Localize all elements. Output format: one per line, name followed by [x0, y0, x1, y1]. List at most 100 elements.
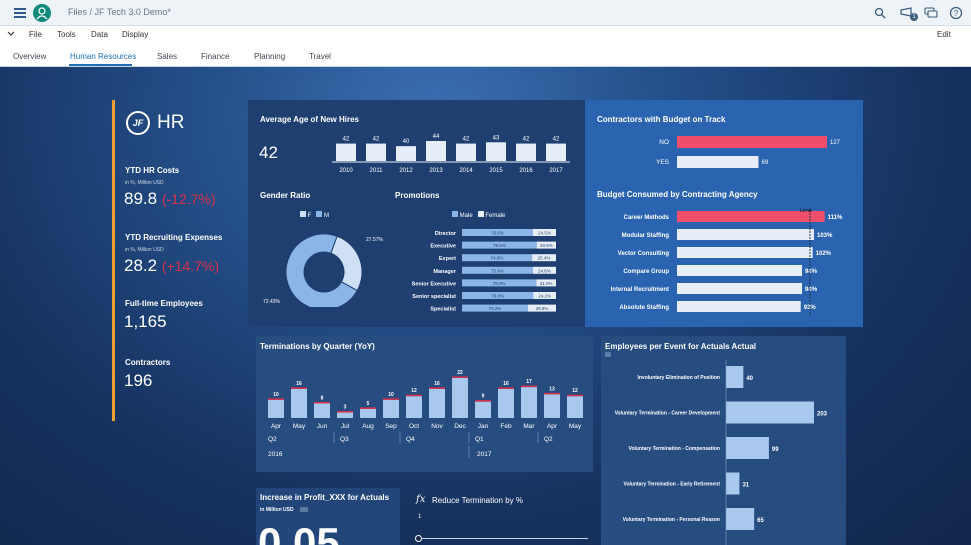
menu-bar: File Tools Data Display Edit	[0, 26, 971, 44]
promotions-title: Promotions	[395, 191, 440, 200]
search-icon[interactable]	[873, 6, 887, 20]
terminations-chart[interactable]: 10 Apr 16 May 8 Jun 3 Jul 5 Aug 10 Sep 12 Oct 16 Nov 22 D…	[262, 360, 592, 460]
contractors-value-label: 127	[830, 140, 841, 146]
promo-bar-male	[462, 292, 534, 299]
termination-bar	[268, 399, 284, 418]
breadcrumb[interactable]: Files / JF Tech 3.0 Demo*	[68, 7, 171, 17]
kpi-label-employees: Full-time Employees	[125, 299, 203, 308]
edit-button[interactable]: Edit	[937, 30, 951, 39]
termination-bar-marker	[498, 387, 514, 389]
termination-value-label: 10	[388, 392, 394, 398]
menu-tools[interactable]: Tools	[57, 30, 76, 39]
event-value-label: 31	[742, 483, 749, 489]
promo-bar-female	[532, 254, 556, 262]
age-bar	[366, 143, 386, 161]
avg-age-chart[interactable]: 42 2010 42 2011 40 2012 44 2013 42 2014 43 2015 42 20…	[330, 128, 575, 178]
termination-bar	[406, 396, 422, 418]
termination-bar	[452, 378, 468, 418]
termination-value-label: 8	[321, 395, 324, 401]
chat-icon[interactable]	[924, 6, 938, 20]
profit-panel	[256, 488, 400, 545]
age-bar	[426, 141, 446, 161]
promo-bar-male	[462, 254, 533, 262]
collapse-chevron-icon[interactable]	[7, 30, 15, 40]
promo-female-label: 20.5%	[540, 243, 553, 248]
contractors-budget-chart[interactable]: NO 127 YES 69	[595, 133, 855, 173]
event-category-label: Voluntary Termination - Compensation	[629, 446, 721, 452]
avatar[interactable]	[33, 4, 51, 22]
kpi-value-contractors[interactable]: 196	[124, 371, 153, 390]
termination-bar-marker	[429, 387, 445, 389]
events-title: Employees per Event for Actuals Actual	[605, 342, 757, 351]
budget-bar	[677, 265, 803, 276]
event-value-label: 65	[757, 518, 764, 524]
age-tick-label: 2011	[370, 168, 384, 174]
budget-consumed-chart[interactable]: Career Methods 111% Modular Staffing 103% Ve…	[595, 204, 855, 319]
age-bar-label: 42	[463, 137, 470, 143]
age-bar-label: 40	[403, 139, 410, 145]
termination-month-label: Mar	[523, 423, 535, 430]
kpi-value-hr-costs[interactable]: 89.8 (-12.7%)	[124, 189, 216, 208]
contractors-value-label: 69	[761, 160, 768, 166]
promo-bar-male	[462, 304, 528, 312]
event-category-label: Voluntary Termination - Early Retirement	[623, 482, 720, 488]
tab-planning[interactable]: Planning	[254, 52, 286, 61]
age-tick-label: 2013	[429, 168, 443, 174]
tab-human-resources[interactable]: Human Resources	[70, 52, 137, 61]
help-icon[interactable]: ?	[949, 6, 963, 20]
user-icon	[36, 7, 48, 20]
termination-quarter-label: Q2	[544, 436, 553, 443]
event-category-label: Voluntary Termination - Career Developme…	[615, 411, 721, 417]
formula-fx-icon: fx	[416, 494, 426, 505]
slider-track[interactable]	[418, 538, 588, 539]
termination-value-label: 16	[296, 381, 302, 387]
kpi-delta-recruiting: (+14.7%)	[161, 258, 220, 274]
budget-category-label: Absolute Staffing	[619, 305, 669, 311]
tab-overview[interactable]: Overview	[13, 52, 47, 61]
termination-month-label: Apr	[271, 423, 282, 430]
promotions-chart[interactable]: Director 75.5% 24.5% Executive 79.5% 20.5% Exp…	[392, 226, 582, 318]
jf-logo: JF	[126, 111, 150, 135]
menu-data[interactable]: Data	[91, 30, 108, 39]
termination-month-label: Apr	[547, 423, 558, 430]
age-bar-label: 42	[343, 137, 350, 143]
promo-category-label: Expert	[439, 256, 456, 262]
kpi-value-recruiting[interactable]: 28.2 (+14.7%)	[124, 256, 220, 275]
budget-category-label: Vector Consulting	[618, 251, 670, 257]
termination-value-label: 9	[482, 394, 485, 400]
promo-category-label: Director	[435, 231, 457, 237]
termination-bar	[383, 399, 399, 418]
termination-value-label: 16	[434, 381, 440, 387]
termination-bar-marker	[475, 400, 491, 402]
menu-display[interactable]: Display	[122, 30, 149, 39]
termination-value-label: 16	[503, 381, 509, 387]
menu-icon[interactable]	[14, 8, 26, 18]
tab-travel[interactable]: Travel	[309, 52, 331, 61]
termination-value-label: 3	[344, 405, 347, 411]
kpi-label-hr-costs: YTD HR Costs	[125, 166, 180, 175]
promo-bar-male	[462, 266, 533, 274]
termination-value-label: 5	[367, 401, 370, 407]
termination-bar-marker	[567, 394, 583, 397]
gender-slice	[330, 235, 363, 292]
menu-file[interactable]: File	[29, 30, 42, 39]
employees-per-event-chart[interactable]: Involuntary Elimination of Position 40 Vol…	[603, 360, 846, 545]
gender-ratio-title: Gender Ratio	[260, 191, 311, 200]
termination-month-label: Jan	[478, 423, 489, 430]
event-value-label: 99	[772, 447, 779, 453]
gender-donut-chart[interactable]: 27.57% 72.43%	[258, 222, 388, 307]
termination-bar-marker	[360, 407, 376, 409]
contractors-bar	[677, 136, 827, 148]
promo-bar-female	[533, 292, 556, 299]
profit-value-clip: 0.05	[258, 522, 398, 545]
events-legend-swatch	[605, 352, 611, 357]
tab-sales[interactable]: Sales	[157, 52, 178, 61]
termination-month-label: May	[293, 423, 306, 430]
promo-bar-female	[527, 304, 556, 312]
budget-category-label: Compare Group	[623, 269, 669, 275]
kpi-value-employees[interactable]: 1,165	[124, 312, 167, 331]
termination-quarter-label: Q3	[340, 436, 349, 443]
age-bar	[336, 143, 356, 161]
tab-finance[interactable]: Finance	[201, 52, 230, 61]
slider-handle[interactable]	[415, 535, 422, 542]
